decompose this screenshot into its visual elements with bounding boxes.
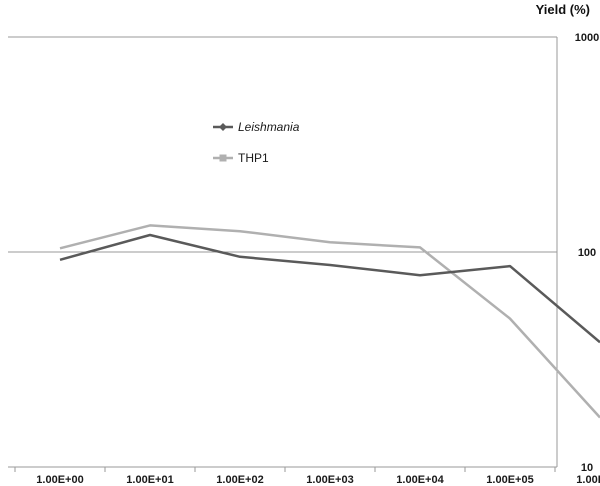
series-line-thp1 — [59, 224, 600, 419]
legend-square-marker — [219, 154, 227, 162]
x-tick-label: 1.00E+06 — [576, 474, 600, 486]
x-tick-label: 1.00E+01 — [126, 474, 173, 486]
x-tick-label: 1.00E+05 — [486, 474, 533, 486]
y-tick-label: 100 — [578, 247, 596, 259]
legend-diamond-marker — [219, 123, 227, 131]
legend-label-thp1: THP1 — [238, 151, 269, 165]
y-tick-labels: 10 100 1000 — [575, 32, 599, 474]
y-axis-title: Yield (%) — [536, 2, 590, 17]
x-tick-label: 1.00E+02 — [216, 474, 263, 486]
y-tick-label: 10 — [581, 462, 593, 474]
series-lines — [59, 224, 600, 419]
x-tick-label: 1.00E+04 — [396, 474, 444, 486]
x-tick-label: 1.00E+03 — [306, 474, 353, 486]
legend: Leishmania THP1 — [213, 120, 300, 165]
legend-label-leishmania: Leishmania — [238, 120, 300, 134]
axes — [14, 37, 558, 472]
x-tick-labels: 1.00E+00 1.00E+01 1.00E+02 1.00E+03 1.00E+04… — [36, 474, 600, 486]
y-tick-label: 1000 — [575, 32, 599, 44]
series-line-leishmania — [59, 233, 600, 344]
x-tick-label: 1.00E+00 — [36, 474, 83, 486]
